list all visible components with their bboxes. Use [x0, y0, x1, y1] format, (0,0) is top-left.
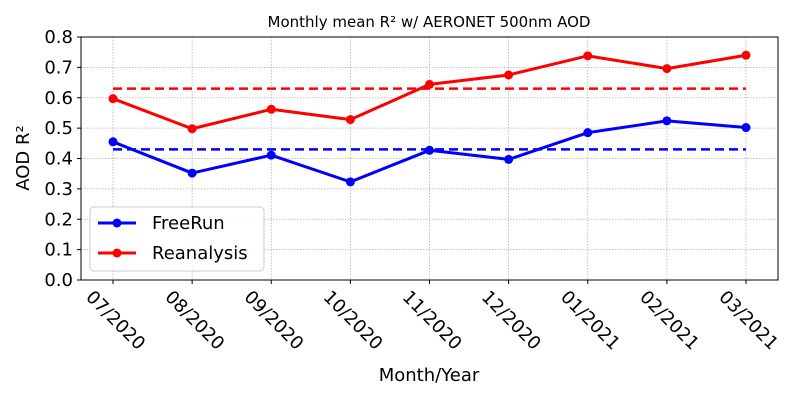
data-point-freerun	[345, 177, 355, 187]
data-point-reanalysis	[266, 104, 276, 114]
legend-label-reanalysis: Reanalysis	[152, 243, 248, 264]
legend: FreeRun Reanalysis	[89, 206, 265, 272]
data-point-reanalysis	[504, 70, 514, 80]
y-tick-label: 0.6	[44, 88, 73, 109]
data-point-freerun	[108, 137, 118, 147]
data-point-reanalysis	[425, 79, 434, 89]
data-point-reanalysis	[662, 64, 672, 74]
y-tick-label: 0.4	[44, 149, 73, 170]
y-tick-label: 0.3	[44, 179, 73, 200]
y-tick-label: 0.0	[44, 270, 73, 291]
y-tick-label: 0.2	[44, 209, 73, 230]
data-point-reanalysis	[345, 115, 355, 125]
data-point-reanalysis	[108, 94, 118, 104]
y-tick-label: 0.1	[44, 240, 73, 261]
data-point-freerun	[187, 168, 197, 178]
data-point-freerun	[504, 154, 514, 164]
x-axis-label: Month/Year	[379, 365, 480, 386]
data-point-freerun	[662, 116, 672, 126]
y-tick-layer: 0.0 0.1 0.2 0.3 0.4 0.5 0.6 0.7 0.8	[44, 27, 81, 291]
series-layer	[108, 50, 751, 187]
data-point-freerun	[741, 123, 751, 133]
data-point-freerun	[583, 128, 593, 138]
legend-marker-freerun	[112, 218, 122, 228]
legend-label-freerun: FreeRun	[152, 213, 225, 234]
y-tick-label: 0.7	[44, 57, 73, 78]
grid-layer	[81, 37, 778, 280]
y-tick-label: 0.5	[44, 118, 73, 139]
y-tick-label: 0.8	[44, 27, 73, 48]
data-point-reanalysis	[583, 51, 593, 61]
legend-marker-reanalysis	[112, 248, 122, 258]
data-point-reanalysis	[187, 124, 197, 134]
data-point-freerun	[266, 150, 276, 160]
y-axis-label: AOD R²	[13, 125, 34, 190]
data-point-freerun	[425, 145, 434, 155]
data-point-reanalysis	[741, 50, 751, 60]
chart-title: Monthly mean R² w/ AERONET 500nm AOD	[268, 13, 591, 31]
